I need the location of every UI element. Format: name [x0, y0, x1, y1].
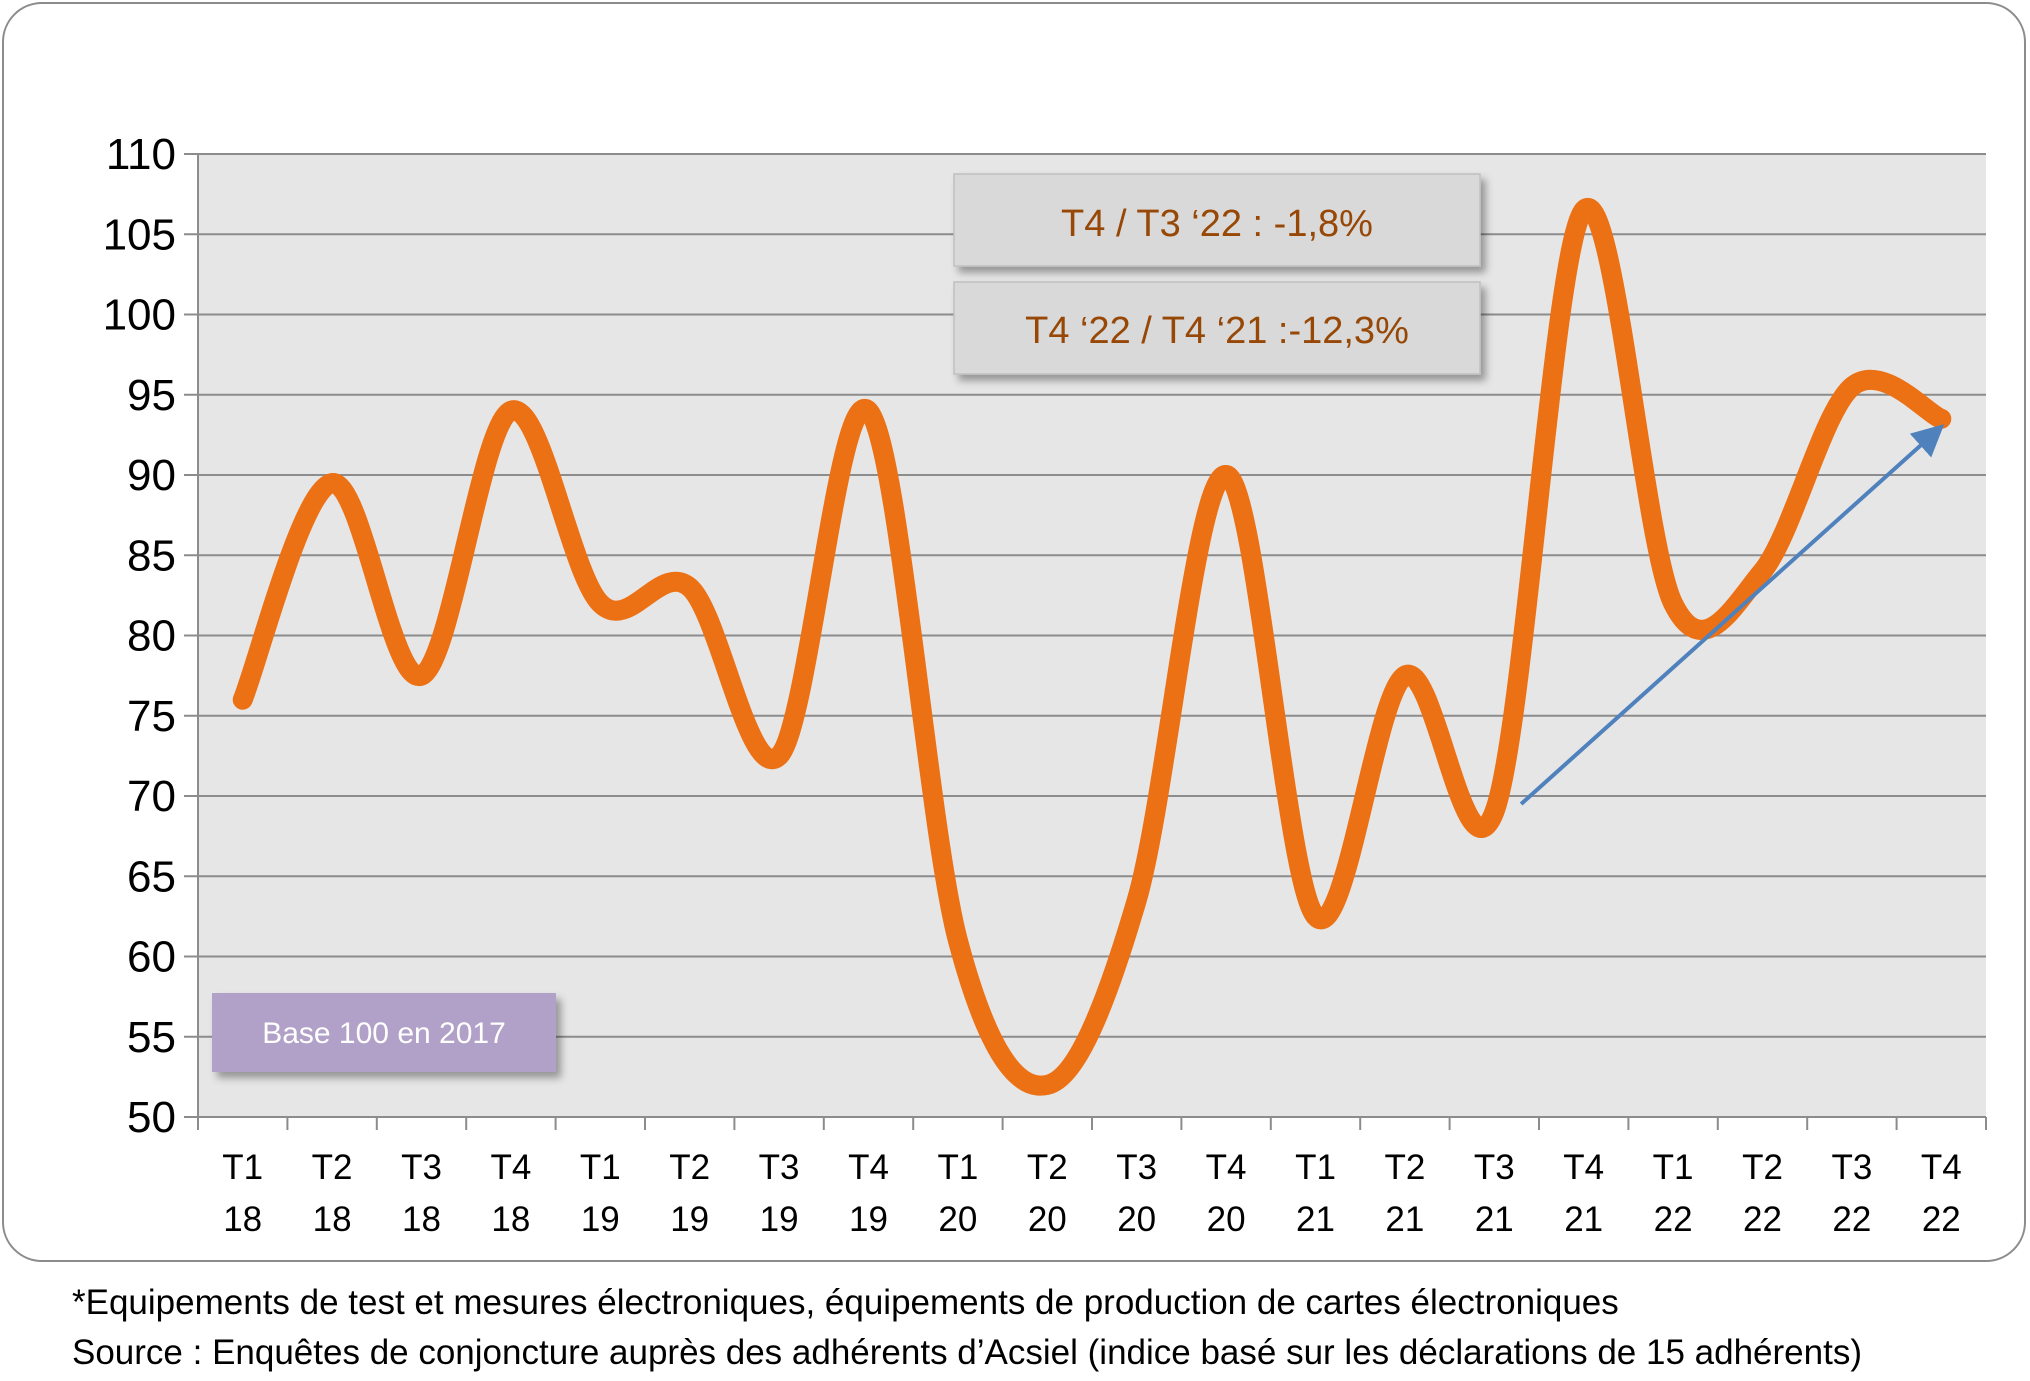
x-tick-label-year: 20	[938, 1200, 977, 1239]
x-tick-label-quarter: T3	[1116, 1148, 1157, 1187]
x-tick-label-year: 19	[670, 1200, 709, 1239]
x-tick-label-year: 19	[849, 1200, 888, 1239]
x-tick-label-quarter: T2	[1384, 1148, 1425, 1187]
x-tick-label-year: 19	[581, 1200, 620, 1239]
x-tick-label-quarter: T1	[222, 1148, 263, 1187]
y-tick-label: 60	[127, 933, 176, 982]
footnote-equipment: *Equipements de test et mesures électron…	[72, 1283, 1619, 1322]
x-tick-label-year: 20	[1207, 1200, 1246, 1239]
x-tick-label-year: 22	[1654, 1200, 1693, 1239]
x-tick-label-year: 21	[1475, 1200, 1514, 1239]
y-tick-label: 50	[127, 1093, 176, 1142]
annotation-text-yearly: T4 ‘22 / T4 ‘21 :-12,3%	[1025, 310, 1409, 352]
y-tick-label: 90	[127, 451, 176, 500]
x-tick-label-quarter: T4	[1921, 1148, 1962, 1187]
x-tick-label-quarter: T4	[490, 1148, 531, 1187]
x-tick-label-quarter: T2	[312, 1148, 353, 1187]
series-line	[232, 197, 1952, 1096]
x-tick-label-quarter: T1	[937, 1148, 978, 1187]
x-tick-label-quarter: T4	[1206, 1148, 1247, 1187]
y-tick-label: 110	[106, 130, 176, 179]
base-label-text: Base 100 en 2017	[262, 1017, 506, 1050]
x-tick-label-year: 22	[1922, 1200, 1961, 1239]
line-chart: 50 55 60 65 70 75 80 85 90 95 100 105 110 T1 18 T2 18 T3…	[103, 130, 1987, 1239]
x-axis: T1 18 T2 18 T3 18 T4 18 T1 19 T2 19 T3 19 T4 19 T1 20 T2 20…	[197, 1117, 1987, 1239]
y-tick-label: 80	[127, 612, 176, 661]
annotation-box-quarterly	[953, 173, 1481, 267]
x-tick-label-quarter: T3	[1474, 1148, 1515, 1187]
x-tick-label-year: 21	[1564, 1200, 1603, 1239]
x-tick-label-year: 18	[402, 1200, 441, 1239]
x-tick-label-year: 22	[1743, 1200, 1782, 1239]
y-tick-label: 65	[127, 852, 176, 901]
x-tick-label-year: 21	[1385, 1200, 1424, 1239]
y-tick-label: 105	[103, 210, 176, 259]
x-tick-label-year: 18	[491, 1200, 530, 1239]
y-tick-label: 70	[127, 772, 176, 821]
y-tick-label: 75	[127, 692, 176, 741]
x-tick-label-quarter: T3	[759, 1148, 800, 1187]
x-tick-label-year: 18	[313, 1200, 352, 1239]
x-tick-label-quarter: T4	[1563, 1148, 1604, 1187]
y-tick-label: 100	[103, 291, 176, 340]
x-tick-label-quarter: T2	[1027, 1148, 1068, 1187]
y-axis: 50 55 60 65 70 75 80 85 90 95 100 105 110	[103, 130, 176, 1142]
x-tick-label-year: 20	[1117, 1200, 1156, 1239]
x-tick-label-year: 20	[1028, 1200, 1067, 1239]
x-tick-label-quarter: T1	[580, 1148, 621, 1187]
y-tick-label: 55	[127, 1013, 176, 1062]
x-tick-label-quarter: T1	[1653, 1148, 1694, 1187]
y-tick-label: 95	[127, 371, 176, 420]
gridlines	[184, 153, 1986, 1118]
x-tick-label-year: 22	[1832, 1200, 1871, 1239]
x-tick-label-quarter: T1	[1295, 1148, 1336, 1187]
footnote-source: Source : Enquêtes de conjoncture auprès …	[72, 1333, 1862, 1372]
x-tick-label-quarter: T3	[401, 1148, 442, 1187]
x-tick-label-year: 18	[223, 1200, 262, 1239]
x-tick-label-quarter: T4	[848, 1148, 889, 1187]
x-tick-label-year: 19	[760, 1200, 799, 1239]
x-tick-label-quarter: T2	[669, 1148, 710, 1187]
x-tick-label-quarter: T2	[1742, 1148, 1783, 1187]
y-tick-label: 85	[127, 531, 176, 580]
trend-arrow	[1519, 424, 1945, 806]
base-label-box	[212, 993, 556, 1072]
x-tick-label-year: 21	[1296, 1200, 1335, 1239]
annotation-box-yearly	[953, 281, 1481, 375]
x-tick-label-quarter: T3	[1831, 1148, 1872, 1187]
annotation-text-quarterly: T4 / T3 ‘22 : -1,8%	[1061, 203, 1373, 245]
